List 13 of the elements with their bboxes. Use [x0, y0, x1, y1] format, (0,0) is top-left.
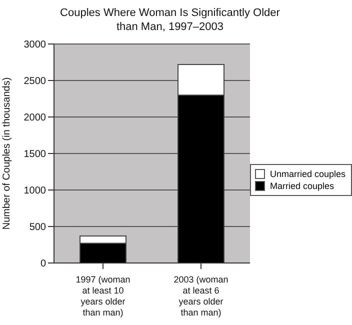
- y-tick-label: 1500: [24, 149, 46, 160]
- legend-label: Unmarried couples: [270, 168, 346, 178]
- y-tick-label: 2500: [24, 76, 46, 88]
- y-tick-label: 2000: [24, 112, 46, 124]
- y-tick-label: 3000: [24, 40, 46, 51]
- y-tick-label: 500: [29, 222, 46, 234]
- y-tick-label: 0: [40, 258, 46, 270]
- x-tick-label: 1997 (woman at least 10 years older than man): [76, 274, 130, 318]
- y-tick-label: 1000: [24, 186, 46, 197]
- legend-label: Married couples: [270, 180, 334, 190]
- x-tick-label: 2003 (woman at least 6 years older than man): [174, 274, 228, 318]
- y-axis-title: Number of Couples (in thousands): [2, 77, 13, 230]
- chart-title: Couples Where Woman Is Significantly Older than Man, 1997–2003: [59, 6, 281, 34]
